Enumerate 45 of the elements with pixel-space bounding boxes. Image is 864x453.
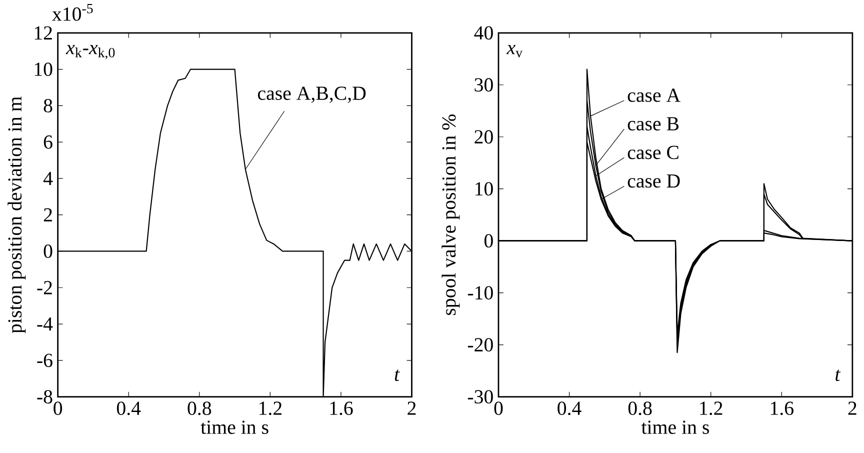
- x-tick-label: 0.4: [558, 402, 582, 416]
- y-tick-label: 30: [474, 78, 493, 92]
- y-axis-title: piston position deviation in m: [8, 96, 26, 334]
- y-tick-label: 10: [34, 62, 52, 76]
- y-tick-label: 8: [44, 99, 52, 113]
- x-axis-title: time in s: [641, 420, 709, 434]
- y-tick-label: 40: [474, 26, 493, 40]
- x-axis-title: time in s: [200, 420, 268, 434]
- legend-label: case C: [628, 146, 678, 160]
- x-tick-label: 1.2: [700, 402, 722, 416]
- y-tick-label: 4: [43, 172, 53, 186]
- annotation: t: [836, 370, 841, 382]
- y-tick-label: -20: [468, 338, 493, 352]
- y-tick-label: -30: [468, 390, 493, 404]
- y-tick-label: 12: [34, 26, 52, 40]
- text: x10$^{-5}$: [52, 4, 93, 21]
- annotation: x$_{v}$: [506, 45, 523, 58]
- y-tick-label: 6: [44, 136, 52, 149]
- y-tick-label: -8: [37, 390, 52, 404]
- x-tick-label: 2: [408, 402, 416, 415]
- series-label: case B: [628, 117, 679, 131]
- x-tick-label: 1.2: [260, 402, 282, 416]
- y-tick-label: -4: [37, 318, 53, 331]
- x-tick-label: 0.8: [628, 402, 652, 416]
- y-tick-label: 10: [476, 182, 493, 196]
- y-axis-title: spool valve position in %: [442, 114, 460, 316]
- x-tick-label: 0.4: [116, 402, 141, 416]
- x-tick-label: 1.6: [330, 402, 353, 416]
- x-tick-label: 0: [54, 402, 62, 416]
- x-tick-label: 0: [494, 402, 503, 416]
- legend-label: case D: [628, 174, 680, 188]
- y-tick-label: 0: [484, 234, 493, 248]
- y-tick-label: 0: [44, 244, 52, 258]
- legend-label: case A: [628, 88, 680, 102]
- y-tick-label: -10: [468, 286, 493, 300]
- legend-label: case A,B,C,D: [258, 86, 366, 104]
- y-tick-label: 2: [44, 208, 52, 222]
- x-tick-label: 1.6: [770, 402, 794, 416]
- annotation: x$_{k}$-x$_{k,0}$: [66, 45, 115, 60]
- y-tick-label: -6: [37, 354, 52, 368]
- x-tick-label: 0.8: [188, 402, 212, 416]
- y-tick-label: 20: [474, 130, 493, 144]
- x-tick-label: 2: [848, 402, 856, 415]
- y-tick-label: -2: [37, 281, 52, 294]
- annotation: t: [394, 370, 400, 382]
